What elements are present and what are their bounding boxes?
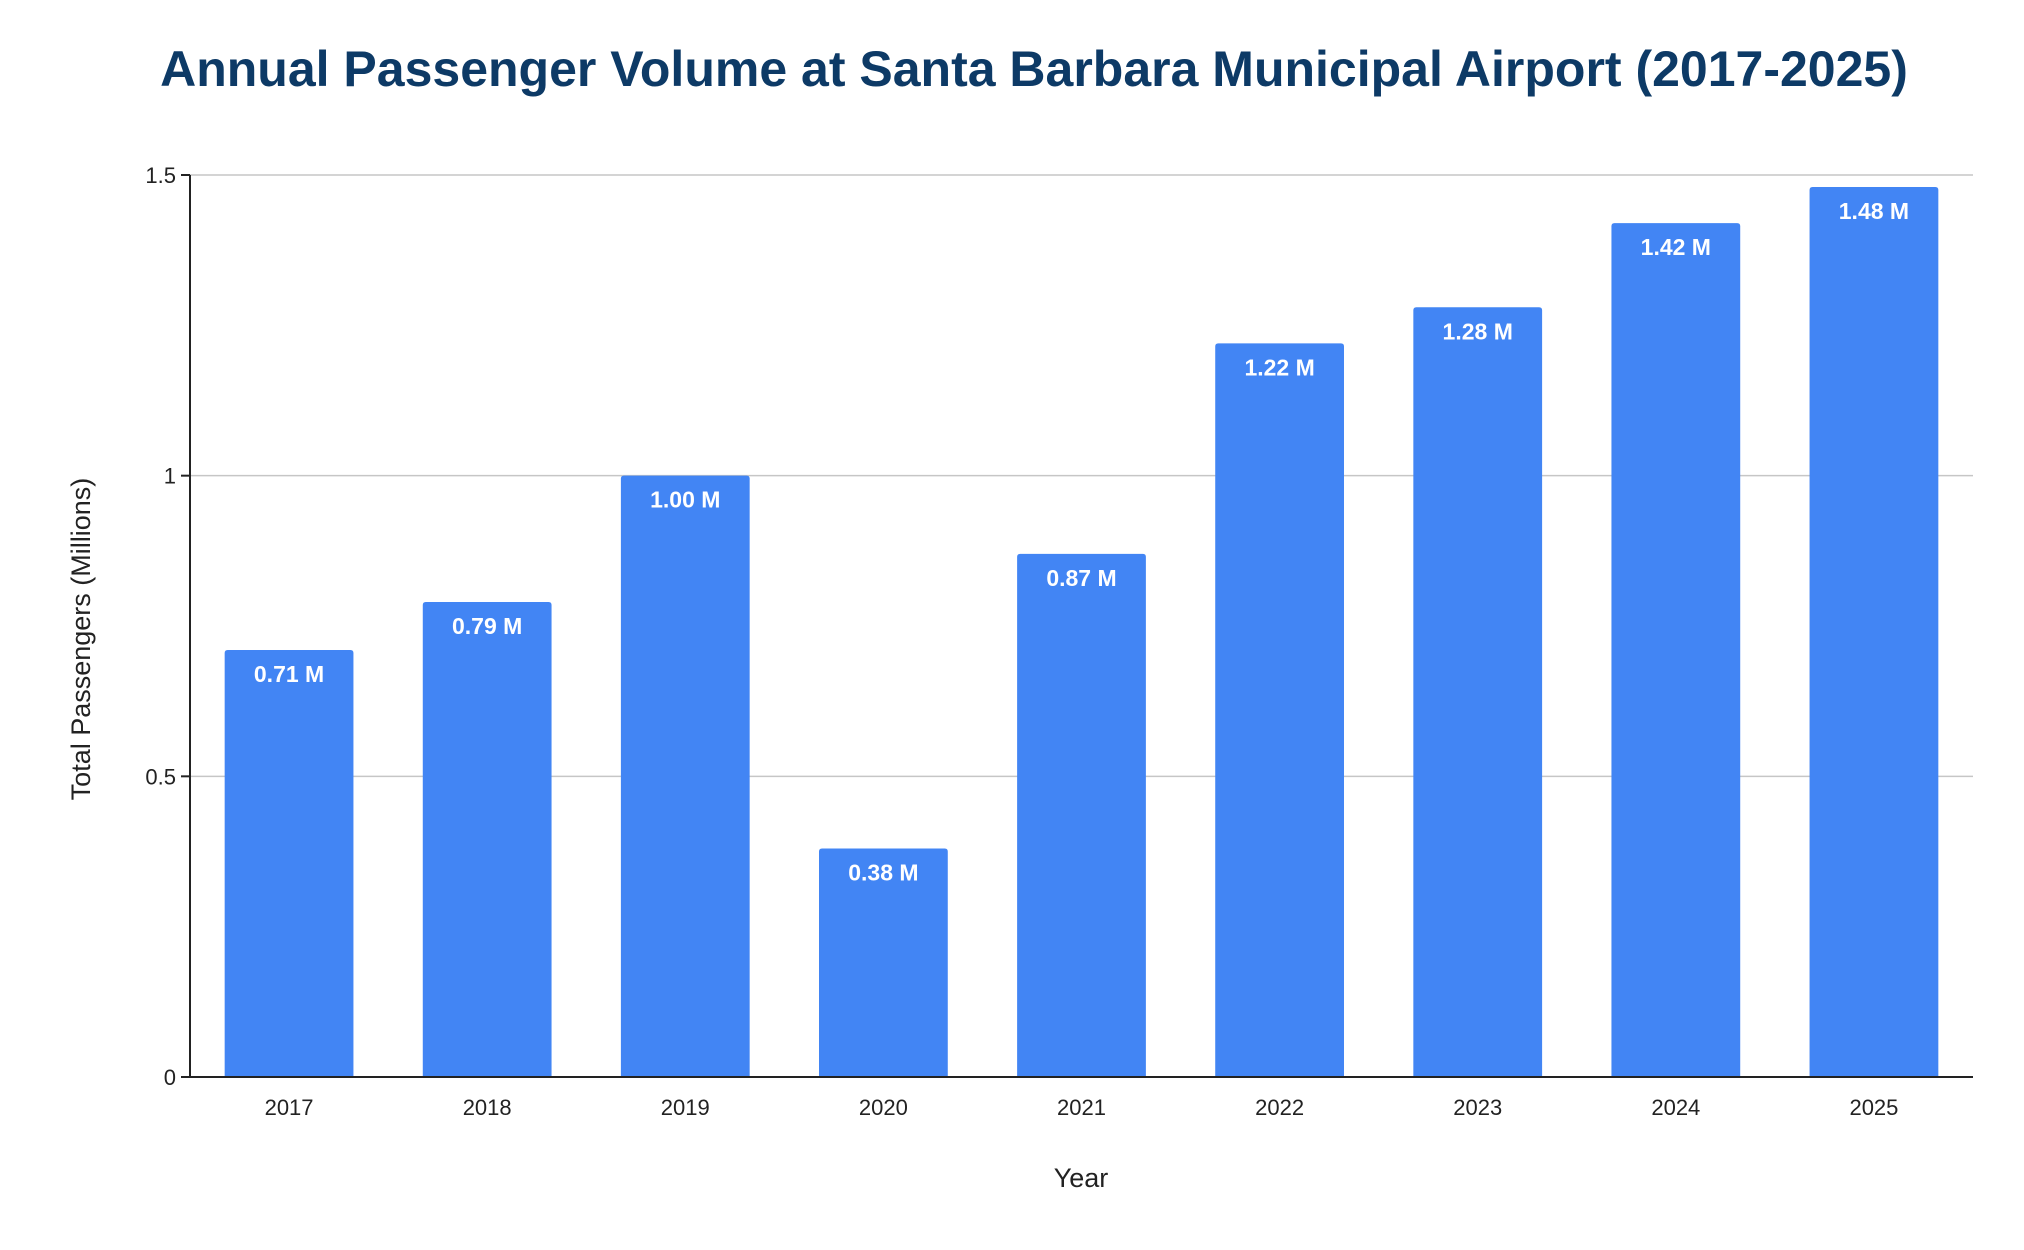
data-label-2020: 0.38 M	[848, 859, 918, 885]
data-label-2023: 1.28 M	[1443, 318, 1513, 344]
bar-2022	[1215, 343, 1344, 1078]
y-tick-label: 0.5	[145, 764, 176, 789]
data-labels: 0.71 M 0.79 M 1.00 M 0.38 M 0.87 M 1.22 M 1.28…	[254, 198, 1909, 885]
data-label-2022: 1.22 M	[1244, 354, 1314, 380]
bar-2024	[1611, 223, 1741, 1077]
x-tick-label-2019: 2019	[661, 1095, 710, 1120]
bar-2021	[1017, 553, 1146, 1077]
bars	[224, 187, 1939, 1078]
data-label-2019: 1.00 M	[650, 487, 720, 513]
y-tick-label: 0	[164, 1065, 176, 1090]
x-axis-title: Year	[1054, 1163, 1109, 1193]
x-axis-ticks: 2017 2018 2019 2020 2021 2022 2023 2024 2025	[265, 1095, 1899, 1120]
bar-2023	[1413, 307, 1543, 1077]
x-tick-label-2022: 2022	[1255, 1095, 1304, 1120]
bar-2018	[422, 601, 552, 1077]
x-tick-label-2017: 2017	[265, 1095, 314, 1120]
y-axis-ticks: 0 0.5 1 1.5	[145, 163, 190, 1090]
x-tick-label-2024: 2024	[1651, 1095, 1700, 1120]
y-axis-title: Total Passengers (Millions)	[66, 478, 96, 801]
chart-title: Annual Passenger Volume at Santa Barbara…	[160, 41, 1908, 97]
y-tick-label: 1.5	[145, 163, 176, 188]
x-tick-label-2023: 2023	[1453, 1095, 1502, 1120]
x-tick-label-2018: 2018	[463, 1095, 512, 1120]
bar-2020	[819, 848, 948, 1077]
x-tick-label-2025: 2025	[1849, 1095, 1898, 1120]
data-label-2025: 1.48 M	[1839, 198, 1909, 224]
data-label-2021: 0.87 M	[1046, 565, 1116, 591]
y-tick-label: 1	[164, 464, 176, 489]
data-label-2017: 0.71 M	[254, 661, 324, 687]
data-label-2024: 1.42 M	[1641, 234, 1711, 260]
bar-2025	[1809, 187, 1939, 1077]
bar-2017	[224, 650, 354, 1077]
x-tick-label-2020: 2020	[859, 1095, 908, 1120]
bar-2019	[620, 475, 750, 1078]
data-label-2018: 0.79 M	[452, 613, 522, 639]
x-tick-label-2021: 2021	[1057, 1095, 1106, 1120]
